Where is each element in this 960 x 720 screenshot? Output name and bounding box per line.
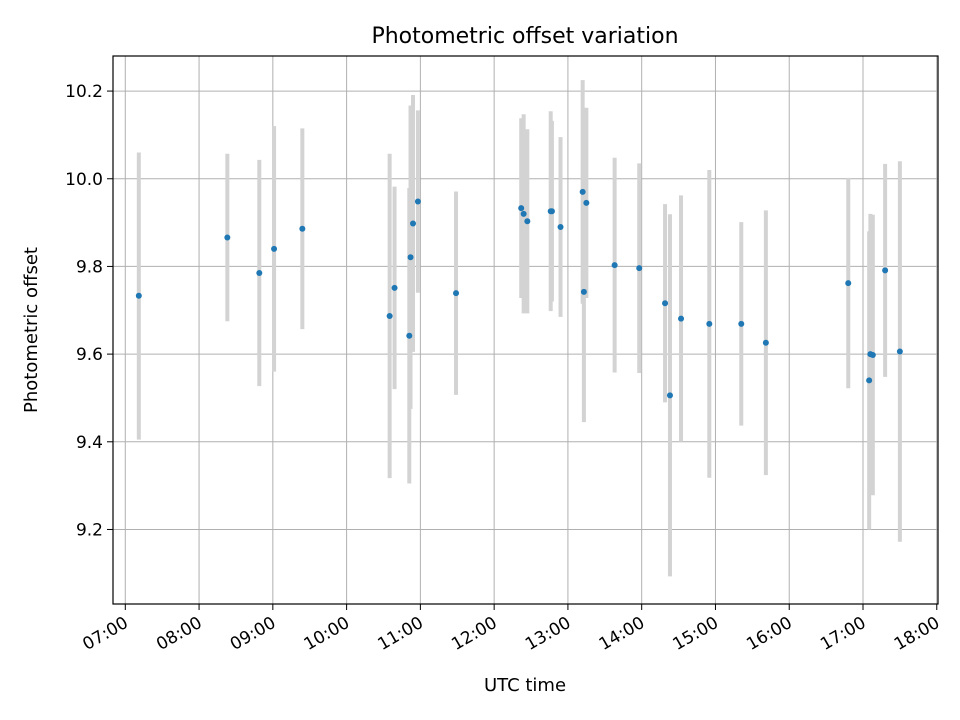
x-tick-label: 15:00: [670, 613, 722, 655]
data-point: [453, 290, 460, 297]
data-point: [611, 262, 618, 269]
x-tick-label: 18:00: [891, 613, 943, 655]
data-point: [662, 300, 669, 307]
x-tick-label: 16:00: [743, 613, 795, 655]
x-axis-label: UTC time: [484, 675, 566, 696]
x-tick-label: 07:00: [79, 613, 131, 655]
x-tick-label: 11:00: [374, 613, 426, 655]
data-point: [580, 288, 587, 295]
data-point: [738, 320, 745, 327]
data-point: [678, 315, 685, 322]
y-axis-label: Photometric offset: [21, 247, 42, 413]
data-point: [706, 320, 713, 327]
data-point: [882, 267, 889, 274]
data-point: [866, 377, 873, 384]
y-tick-label: 9.6: [76, 345, 103, 365]
data-point: [406, 332, 413, 339]
data-point: [386, 312, 393, 319]
y-tick-label: 9.8: [76, 257, 103, 277]
data-point: [407, 254, 414, 261]
data-point: [896, 348, 903, 355]
data-point: [271, 245, 278, 252]
data-point: [762, 339, 769, 346]
x-tick-label: 10:00: [301, 613, 353, 655]
point-layer: [135, 188, 903, 399]
data-point: [520, 210, 527, 217]
data-point: [299, 225, 306, 232]
x-tick-label: 17:00: [817, 613, 869, 655]
y-tick-label: 9.2: [76, 520, 103, 540]
plot-frame: [112, 55, 939, 605]
data-point: [636, 265, 643, 272]
data-point: [224, 234, 231, 241]
y-tick-label: 9.4: [76, 433, 103, 453]
x-axis: 07:00 08:00 09:00 10:00 11:00 12:00 13:00 14:00…: [79, 604, 943, 655]
x-tick-label: 12:00: [448, 613, 500, 655]
data-point: [845, 280, 852, 287]
data-point: [869, 351, 876, 358]
data-point: [524, 218, 531, 225]
data-point: [583, 199, 590, 206]
x-tick-label: 13:00: [522, 613, 574, 655]
x-tick-label: 14:00: [596, 613, 648, 655]
data-point: [548, 208, 555, 215]
y-tick-label: 10.0: [65, 170, 103, 190]
y-axis: 9.2 9.4 9.6 9.8 10.0 10.2: [65, 82, 113, 540]
data-point: [518, 205, 525, 212]
data-point: [391, 284, 398, 291]
data-point: [557, 223, 564, 230]
data-point: [256, 270, 263, 277]
data-point: [579, 188, 586, 195]
x-tick-label: 09:00: [227, 613, 279, 655]
x-tick-label: 08:00: [153, 613, 205, 655]
y-tick-label: 10.2: [65, 82, 103, 102]
chart-title: Photometric offset variation: [371, 24, 678, 49]
errorbar-layer: [136, 80, 902, 577]
data-point: [414, 198, 421, 205]
data-point: [666, 392, 673, 399]
data-point: [135, 292, 142, 299]
data-point: [410, 220, 416, 227]
